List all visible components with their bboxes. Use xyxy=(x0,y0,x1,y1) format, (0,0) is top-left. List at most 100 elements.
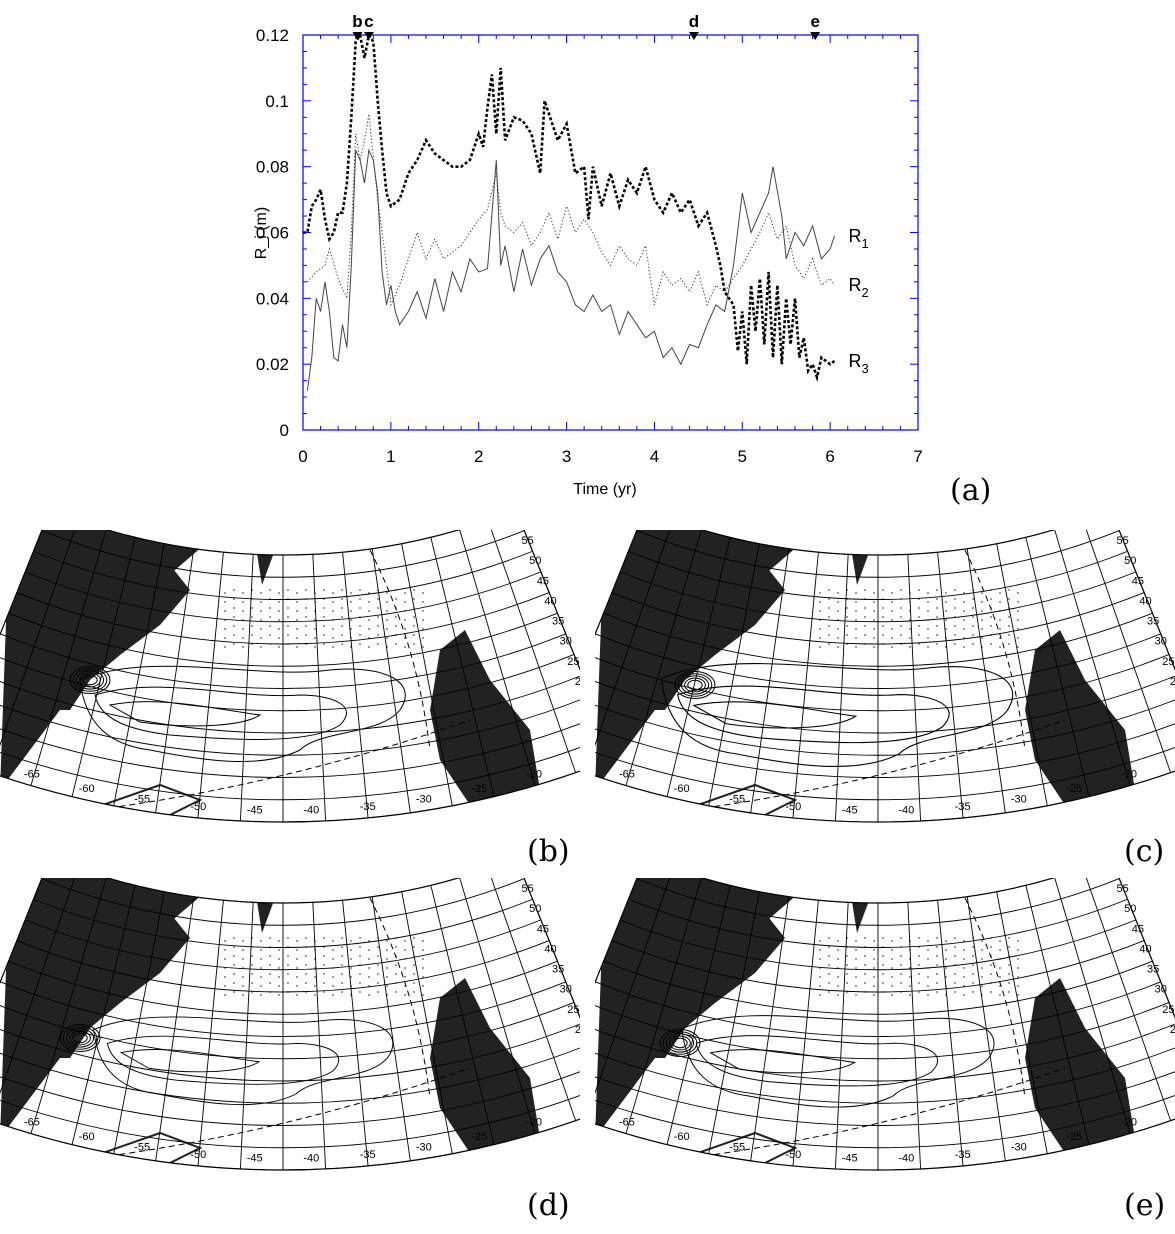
land-north-america xyxy=(595,530,845,790)
lat-label: 20 xyxy=(575,676,580,688)
series-label-r3: R3 xyxy=(849,351,869,376)
lat-label: 30 xyxy=(560,984,572,996)
x-tick-label: 2 xyxy=(474,447,483,466)
land-coastline xyxy=(635,913,785,1058)
x-tick-label: 1 xyxy=(386,447,395,466)
map-panel-e: -80-65-60-55-50-45-40-35-30-25-20-105101… xyxy=(595,878,1175,1198)
marker-label-d: d xyxy=(689,12,699,31)
lon-label: -20 xyxy=(526,769,542,781)
lat-label: 55 xyxy=(522,535,534,547)
marker-triangle-b xyxy=(352,32,363,40)
lon-label: -65 xyxy=(619,769,635,781)
map-frame xyxy=(0,530,580,823)
panel-label-c: (c) xyxy=(1124,834,1165,869)
lon-label: -65 xyxy=(619,1117,635,1129)
lon-label: -35 xyxy=(955,1149,971,1161)
land-south-america xyxy=(80,830,170,850)
lon-label: -65 xyxy=(24,769,40,781)
y-tick-label: 0.12 xyxy=(256,26,289,45)
lat-label: 45 xyxy=(537,923,549,935)
lon-label: -45 xyxy=(842,1153,858,1165)
plot-frame xyxy=(302,34,919,431)
map-axis-labels: -80-65-60-55-50-45-40-35-30-25-20-105101… xyxy=(24,883,580,1165)
map-panel-d: -80-65-60-55-50-45-40-35-30-25-20-105101… xyxy=(0,878,580,1198)
marker-label-b: b xyxy=(352,12,362,31)
series-labels: R1 R2 R3 xyxy=(849,226,869,376)
zero-contour xyxy=(964,897,1026,1099)
lat-label: 35 xyxy=(1147,964,1159,976)
x-axis-ticks: 0 1 2 3 4 5 6 7 xyxy=(298,35,923,466)
lon-label: -40 xyxy=(303,1153,319,1165)
lat-label: 40 xyxy=(1139,595,1151,607)
land-north-america xyxy=(0,530,250,790)
lat-label: 35 xyxy=(1147,616,1159,628)
lat-label: 45 xyxy=(537,575,549,587)
y-axis-label: R_i (m) xyxy=(253,207,270,259)
lat-label: 25 xyxy=(567,1004,579,1016)
lon-label: -30 xyxy=(416,794,432,806)
land-south-america xyxy=(80,1178,170,1198)
lat-label: 25 xyxy=(1162,656,1174,668)
map-frame xyxy=(0,878,580,1171)
lat-label: 55 xyxy=(1117,883,1129,895)
land-coastline xyxy=(40,565,190,710)
land-south-america xyxy=(675,1178,765,1198)
series-line-r1 xyxy=(306,148,835,391)
lon-label: -55 xyxy=(134,794,150,806)
panel-label-d: (d) xyxy=(527,1188,570,1223)
lon-label: -45 xyxy=(247,805,263,817)
lat-label: 55 xyxy=(1117,535,1129,547)
land-coastline xyxy=(40,913,190,1058)
map-frame xyxy=(595,530,1175,823)
y-tick-label: 0.1 xyxy=(265,92,289,111)
lon-label: -20 xyxy=(526,1117,542,1129)
series-group xyxy=(303,31,836,391)
x-tick-label: 4 xyxy=(650,447,659,466)
lat-label: 40 xyxy=(544,595,556,607)
zero-contour xyxy=(964,549,1026,751)
x-tick-label: 3 xyxy=(562,447,571,466)
series-label-r2: R2 xyxy=(849,275,869,300)
lon-label: -50 xyxy=(785,1149,801,1161)
lon-label: -35 xyxy=(360,1149,376,1161)
marker-triangle-c xyxy=(363,32,374,40)
y-tick-label: 0.02 xyxy=(256,355,289,374)
lon-label: -35 xyxy=(955,801,971,813)
zero-contour xyxy=(369,549,431,751)
series-line-r2 xyxy=(307,113,835,307)
lat-label: 50 xyxy=(529,903,541,915)
marker-label-e: e xyxy=(810,12,819,31)
panel-label-b: (b) xyxy=(527,834,570,869)
x-axis-label: Time (yr) xyxy=(573,481,636,498)
lon-label: -50 xyxy=(785,801,801,813)
lon-label: -60 xyxy=(79,1131,95,1143)
lon-label: -25 xyxy=(471,783,487,795)
lon-label: -50 xyxy=(190,801,206,813)
lon-label: -45 xyxy=(247,1153,263,1165)
map-axis-labels: -80-65-60-55-50-45-40-35-30-25-20-105101… xyxy=(619,535,1175,817)
lat-label: 40 xyxy=(1139,943,1151,955)
lat-label: 50 xyxy=(529,555,541,567)
lon-label: -65 xyxy=(24,1117,40,1129)
land-south-america xyxy=(675,830,765,850)
map-content: -80-65-60-55-50-45-40-35-30-25-20-105101… xyxy=(595,530,1175,850)
lon-label: -55 xyxy=(729,794,745,806)
map-content: -80-65-60-55-50-45-40-35-30-25-20-105101… xyxy=(0,878,580,1198)
map-content: -80-65-60-55-50-45-40-35-30-25-20-105101… xyxy=(595,878,1175,1198)
lon-label: -25 xyxy=(1066,1131,1082,1143)
lat-label: 40 xyxy=(544,943,556,955)
lat-label: 25 xyxy=(567,656,579,668)
lon-label: -40 xyxy=(898,1153,914,1165)
lon-label: -55 xyxy=(134,1142,150,1154)
lat-label: 45 xyxy=(1132,575,1144,587)
lat-label: 20 xyxy=(1170,1024,1175,1036)
y-axis-ticks: 0 0.02 0.04 0.06 0.08 0.1 0.12 xyxy=(256,26,918,440)
lat-label: 35 xyxy=(552,616,564,628)
lon-label: -60 xyxy=(674,783,690,795)
lon-label: -50 xyxy=(190,1149,206,1161)
y-tick-label: 0.08 xyxy=(256,158,289,177)
map-panel-b: -80-65-60-55-50-45-40-35-30-25-20-105101… xyxy=(0,530,580,850)
lon-label: -35 xyxy=(360,801,376,813)
